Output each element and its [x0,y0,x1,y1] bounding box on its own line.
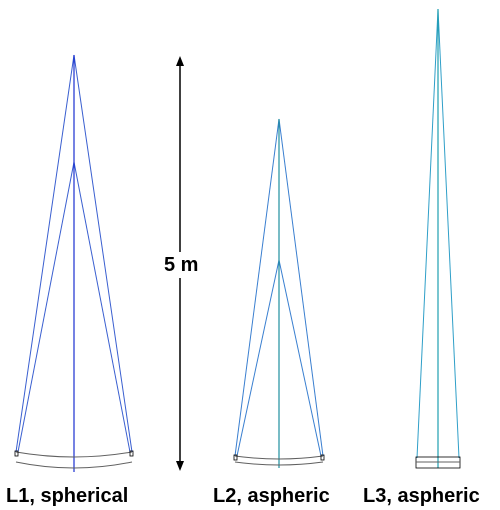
l2-ray-far-left [234,118,280,457]
lens-label-l1: L1, spherical [6,485,129,507]
scale-arrow-head-bottom [176,461,184,471]
l2-ray-near-left [236,259,280,457]
l2-lens-edge-right [320,454,325,461]
lens-l2-group [233,118,325,468]
l1-marginal-ray-right [73,54,133,453]
l2-ray-far-right [278,118,324,457]
l2-lens-back-surface [234,461,324,466]
scale-arrow-head-top [176,56,184,66]
lens-label-l2: L2, aspheric [213,485,330,507]
lens-l3-group [415,8,461,469]
l1-lens-edge-right [129,450,134,457]
l2-lens-front-surface [234,455,324,460]
lens-l1-group [14,54,134,472]
l3-ray-right [437,8,460,459]
l1-lens-edge-left [14,450,19,457]
lens-label-l3: L3, aspheric [363,485,480,507]
l1-lens-back-surface [15,461,133,469]
l3-ray-left [416,8,439,459]
l2-lens-edge-left [233,454,238,461]
l1-marginal-ray-left [15,54,75,453]
scale-bar-label: 5 m [164,252,214,278]
l1-near-ray-right [73,161,131,453]
l2-ray-near-right [278,259,322,457]
l1-near-ray-left [17,161,75,453]
l1-lens-front-surface [15,451,133,458]
